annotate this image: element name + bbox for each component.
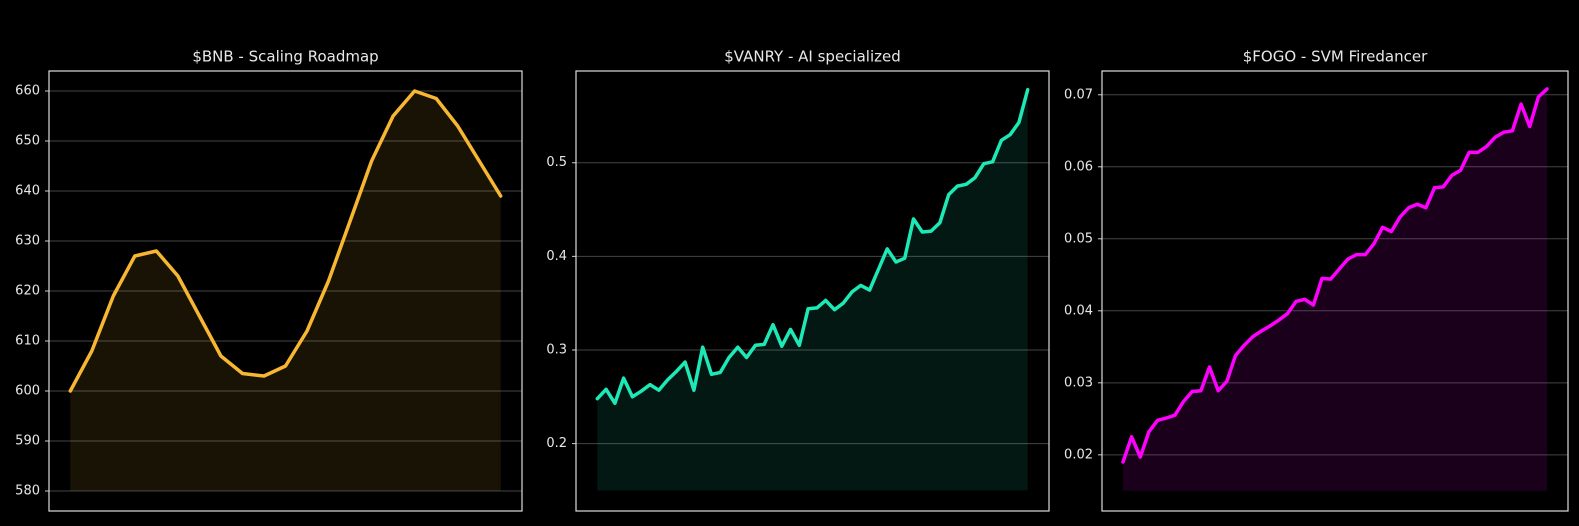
area [70,91,501,491]
y-tick-label: 0.3 [546,342,567,357]
y-tick-label: 580 [15,484,40,499]
y-tick-label: 0.02 [1064,447,1093,462]
plot-frame [1101,70,1569,512]
y-tick-label: 0.5 [546,155,567,170]
area [597,89,1028,491]
plot-frame [48,70,523,512]
y-tick-label: 650 [15,134,40,149]
chart-title: $BNB - Scaling Roadmap [192,48,378,66]
y-tick-label: 640 [15,184,40,199]
plot-frame [575,70,1050,512]
y-tick-label: 620 [15,284,40,299]
area [1122,89,1548,491]
line [1121,87,1549,464]
y-tick-label: 600 [15,384,40,399]
y-tick-label: 0.06 [1064,159,1093,174]
y-tick-label: 0.4 [546,249,567,264]
y-tick-label: 0.07 [1064,87,1093,102]
y-tick-label: 590 [15,434,40,449]
chart-title: $VANRY - AI specialized [724,48,900,66]
y-tick-label: 0.2 [546,436,567,451]
y-tick-label: 610 [15,334,40,349]
line [595,87,1030,406]
y-tick-label: 0.04 [1064,303,1093,318]
chart-title: $FOGO - SVM Firedancer [1243,48,1428,66]
line [68,89,503,393]
y-tick-label: 0.05 [1064,231,1093,246]
y-tick-label: 630 [15,234,40,249]
y-tick-label: 660 [15,84,40,99]
y-tick-label: 0.03 [1064,375,1093,390]
